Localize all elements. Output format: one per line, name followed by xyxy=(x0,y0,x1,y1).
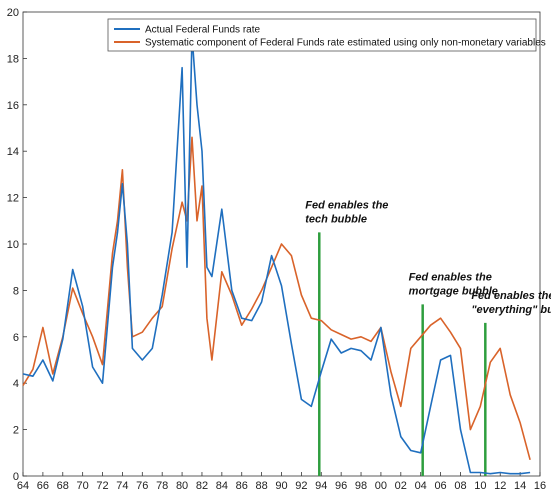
annotation-text: Fed enables the xyxy=(471,290,551,302)
x-tick-label: 76 xyxy=(136,480,148,492)
x-tick-label: 14 xyxy=(514,480,526,492)
x-tick-label: 04 xyxy=(415,480,427,492)
y-tick-label: 8 xyxy=(13,285,19,297)
annotation-labels: Fed enables the tech bubble Fed enables th… xyxy=(305,199,551,315)
x-tick-label: 68 xyxy=(57,480,69,492)
y-tick-label: 10 xyxy=(7,239,19,251)
x-tick-label: 66 xyxy=(37,480,49,492)
x-tick-label: 96 xyxy=(335,480,347,492)
legend-entry: Actual Federal Funds rate xyxy=(145,25,260,36)
legend: Actual Federal Funds rate Systematic comp… xyxy=(107,18,546,52)
series-line-systematic xyxy=(22,136,531,461)
annotation-lines xyxy=(318,232,487,476)
annotation-text: Fed enables the xyxy=(409,271,492,283)
x-tick-label: 94 xyxy=(315,480,327,492)
y-tick-label: 12 xyxy=(7,193,19,205)
x-tick-label: 84 xyxy=(216,480,228,492)
annotation-text: "everything" bubble xyxy=(471,304,551,316)
x-tick-label: 78 xyxy=(156,480,168,492)
y-tick-label: 16 xyxy=(7,100,19,112)
annotation-text: tech bubble xyxy=(305,213,367,225)
x-tick-label: 88 xyxy=(255,480,267,492)
annotation-text: mortgage bubble xyxy=(409,285,498,297)
series xyxy=(22,34,531,475)
x-tick-label: 74 xyxy=(116,480,128,492)
x-tick-label: 70 xyxy=(77,480,89,492)
y-tick-label: 18 xyxy=(7,53,19,65)
y-tick-label: 6 xyxy=(13,332,19,344)
x-tick-label: 82 xyxy=(196,480,208,492)
x-tick-label: 00 xyxy=(375,480,387,492)
series-line-actual xyxy=(22,34,531,475)
annotation-text: Fed enables the xyxy=(305,199,388,211)
x-tick-label: 72 xyxy=(96,480,108,492)
x-tick-label: 16 xyxy=(534,480,546,492)
x-tick-label: 08 xyxy=(454,480,466,492)
y-tick-label: 0 xyxy=(13,471,19,483)
x-tick-label: 12 xyxy=(494,480,506,492)
x-tick-label: 64 xyxy=(17,480,29,492)
legend-entry: Systematic component of Federal Funds ra… xyxy=(145,38,546,49)
y-tick-label: 2 xyxy=(13,425,19,437)
x-tick-label: 80 xyxy=(176,480,188,492)
y-tick-label: 14 xyxy=(7,146,19,158)
axes: 64 66 68 70 72 74 76 78 80 82 84 86 88 90 92 94 96 98 00 02… xyxy=(7,7,546,492)
x-tick-label: 92 xyxy=(295,480,307,492)
x-tick-label: 02 xyxy=(395,480,407,492)
x-tick-label: 10 xyxy=(474,480,486,492)
legend-box xyxy=(107,18,537,52)
x-tick-label: 86 xyxy=(236,480,248,492)
y-tick-label: 20 xyxy=(7,7,19,19)
x-tick-label: 98 xyxy=(355,480,367,492)
x-tick-label: 06 xyxy=(434,480,446,492)
x-tick-label: 90 xyxy=(275,480,287,492)
y-tick-label: 4 xyxy=(13,378,19,390)
